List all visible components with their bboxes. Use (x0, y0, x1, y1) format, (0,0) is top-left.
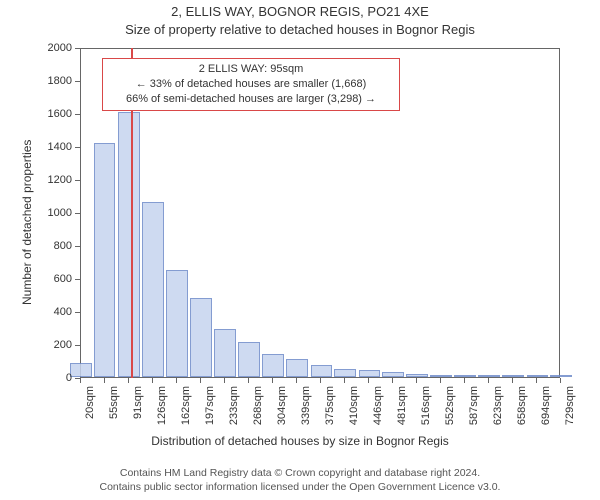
xtick-mark (200, 378, 201, 383)
xtick-label: 587sqm (468, 386, 480, 425)
histogram-bar (70, 363, 92, 377)
ytick-label: 2000 (0, 42, 72, 54)
annotation-box: 2 ELLIS WAY: 95sqm← 33% of detached hous… (102, 58, 400, 111)
ytick-mark (75, 246, 80, 247)
xtick-mark (272, 378, 273, 383)
xtick-label: 729sqm (564, 386, 576, 425)
xtick-mark (128, 378, 129, 383)
xtick-mark (296, 378, 297, 383)
ytick-mark (75, 48, 80, 49)
ytick-label: 1600 (0, 108, 72, 120)
xtick-mark (368, 378, 369, 383)
histogram-bar (166, 270, 188, 377)
xtick-label: 339sqm (300, 386, 312, 425)
histogram-bar (406, 374, 428, 377)
histogram-bar (238, 342, 260, 377)
histogram-bar (286, 359, 308, 377)
ytick-mark (75, 81, 80, 82)
xtick-mark (248, 378, 249, 383)
xtick-mark (320, 378, 321, 383)
histogram-bar (527, 375, 549, 377)
xtick-label: 658sqm (516, 386, 528, 425)
histogram-bar (550, 375, 572, 377)
ytick-label: 1200 (0, 174, 72, 186)
histogram-bar (430, 375, 452, 377)
histogram-bar (334, 369, 356, 377)
xtick-label: 623sqm (492, 386, 504, 425)
chart-footer: Contains HM Land Registry data © Crown c… (0, 466, 600, 494)
ytick-label: 1400 (0, 141, 72, 153)
ytick-mark (75, 279, 80, 280)
ytick-mark (75, 114, 80, 115)
ytick-mark (75, 213, 80, 214)
xtick-mark (440, 378, 441, 383)
xtick-label: 446sqm (372, 386, 384, 425)
ytick-label: 400 (0, 306, 72, 318)
histogram-bar (190, 298, 212, 377)
histogram-bar (214, 329, 236, 377)
xtick-label: 304sqm (276, 386, 288, 425)
histogram-bar (94, 143, 116, 377)
histogram-bar (454, 375, 476, 377)
xtick-label: 694sqm (540, 386, 552, 425)
xtick-mark (560, 378, 561, 383)
xtick-label: 197sqm (204, 386, 216, 425)
xtick-label: 126sqm (156, 386, 168, 425)
xtick-label: 233sqm (228, 386, 240, 425)
chart-container: 2, ELLIS WAY, BOGNOR REGIS, PO21 4XE Siz… (0, 0, 600, 500)
xtick-mark (104, 378, 105, 383)
xtick-mark (512, 378, 513, 383)
xtick-label: 516sqm (420, 386, 432, 425)
x-axis-label: Distribution of detached houses by size … (0, 434, 600, 448)
chart-title: 2, ELLIS WAY, BOGNOR REGIS, PO21 4XE (0, 4, 600, 19)
ytick-mark (75, 345, 80, 346)
xtick-mark (464, 378, 465, 383)
xtick-mark (224, 378, 225, 383)
xtick-mark (488, 378, 489, 383)
histogram-bar (118, 112, 140, 377)
ytick-label: 800 (0, 240, 72, 252)
xtick-mark (80, 378, 81, 383)
histogram-bar (359, 370, 381, 377)
ytick-mark (75, 180, 80, 181)
xtick-label: 20sqm (84, 386, 96, 419)
histogram-bar (502, 375, 524, 377)
xtick-label: 162sqm (180, 386, 192, 425)
ytick-mark (75, 147, 80, 148)
ytick-label: 600 (0, 273, 72, 285)
xtick-label: 375sqm (324, 386, 336, 425)
xtick-mark (416, 378, 417, 383)
ytick-label: 1800 (0, 75, 72, 87)
xtick-label: 91sqm (132, 386, 144, 419)
xtick-mark (152, 378, 153, 383)
xtick-mark (536, 378, 537, 383)
annotation-line: ← 33% of detached houses are smaller (1,… (109, 77, 393, 92)
footer-line-2: Contains public sector information licen… (0, 480, 600, 494)
ytick-label: 200 (0, 339, 72, 351)
annotation-line: 66% of semi-detached houses are larger (… (109, 92, 393, 107)
xtick-label: 55sqm (108, 386, 120, 419)
xtick-label: 268sqm (252, 386, 264, 425)
ytick-label: 0 (0, 372, 72, 384)
ytick-mark (75, 312, 80, 313)
chart-subtitle: Size of property relative to detached ho… (0, 22, 600, 37)
ytick-label: 1000 (0, 207, 72, 219)
xtick-mark (176, 378, 177, 383)
xtick-mark (344, 378, 345, 383)
histogram-bar (478, 375, 500, 377)
footer-line-1: Contains HM Land Registry data © Crown c… (0, 466, 600, 480)
histogram-bar (142, 202, 164, 377)
xtick-mark (392, 378, 393, 383)
xtick-label: 481sqm (396, 386, 408, 425)
histogram-bar (262, 354, 284, 377)
xtick-label: 410sqm (348, 386, 360, 425)
xtick-label: 552sqm (444, 386, 456, 425)
annotation-line: 2 ELLIS WAY: 95sqm (109, 62, 393, 77)
histogram-bar (311, 365, 333, 377)
histogram-bar (382, 372, 404, 377)
